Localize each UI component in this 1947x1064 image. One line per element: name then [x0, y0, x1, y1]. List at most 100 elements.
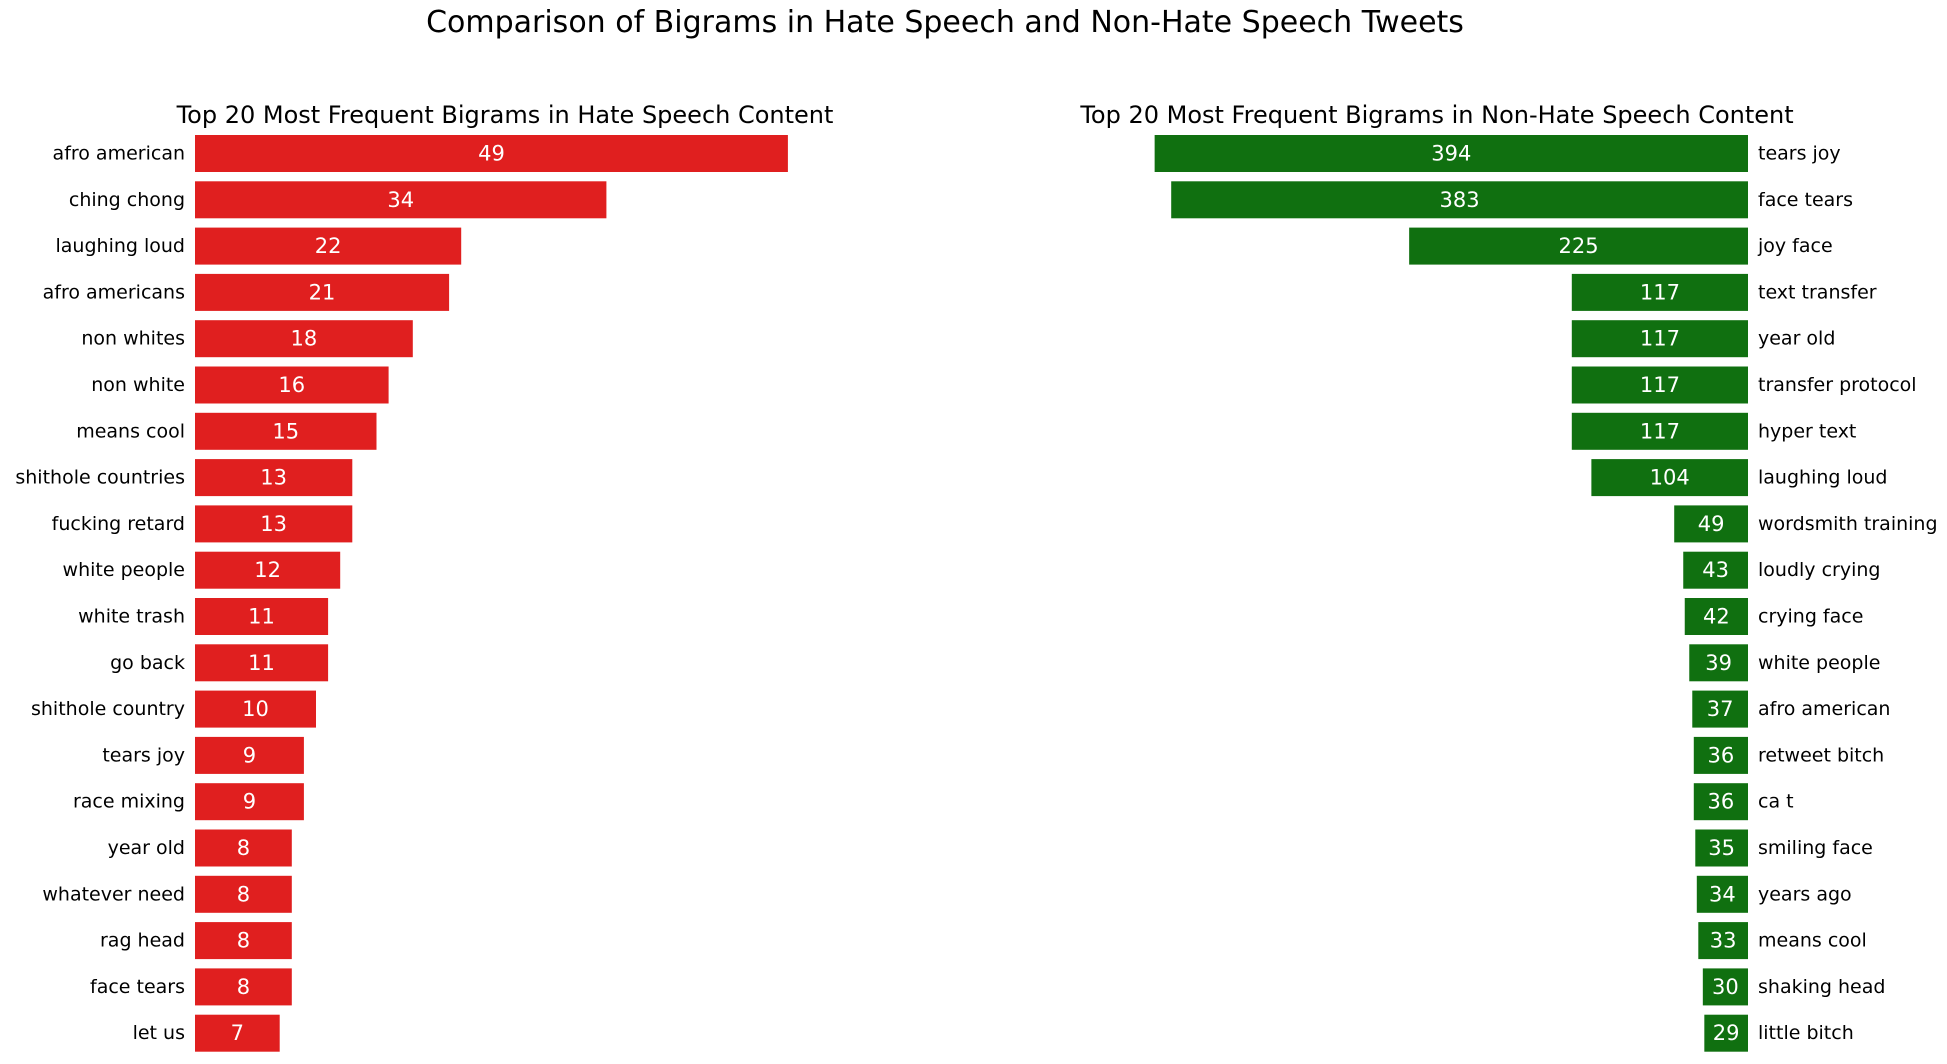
non-hate-tick-label-laughing-loud: laughing loud	[1758, 467, 1888, 489]
non-hate-tick-label-joy-face: joy face	[1757, 235, 1833, 257]
hate-tick-label-whatever-need: whatever need	[42, 883, 185, 905]
non-hate-value-label-shaking-head: 30	[1712, 975, 1739, 999]
non-hate-value-label-white-people: 39	[1705, 651, 1732, 675]
non-hate-bar-smiling-face	[1695, 829, 1748, 867]
hate-tick-label-means-cool: means cool	[76, 420, 185, 442]
non-hate-bar-retweet-bitch	[1693, 736, 1748, 774]
non-hate-tick-label-smiling-face: smiling face	[1758, 837, 1873, 859]
hate-value-label-shithole-countries: 13	[260, 466, 287, 490]
non-hate-bar-face-tears	[1171, 181, 1748, 219]
non-hate-bar-shaking-head	[1702, 968, 1748, 1006]
non-hate-value-label-text-transfer: 117	[1640, 280, 1680, 304]
hate-bar-face-tears	[195, 968, 292, 1006]
non-hate-tick-label-text-transfer: text transfer	[1758, 281, 1877, 303]
hate-value-label-face-tears: 8	[237, 975, 250, 999]
hate-tick-label-go-back: go back	[110, 652, 185, 674]
non-hate-bar-loudly-crying	[1683, 551, 1748, 589]
non-hate-tick-label-face-tears: face tears	[1758, 189, 1853, 211]
non-hate-bar-years-ago	[1696, 875, 1748, 913]
non-hate-bar-wordsmith-training	[1674, 505, 1748, 543]
hate-bar-shithole-countries	[195, 459, 353, 497]
hate-bar-non-white	[195, 366, 389, 404]
non-hate-value-label-crying-face: 42	[1703, 605, 1730, 629]
non-hate-bar-afro-american	[1692, 690, 1748, 728]
hate-value-label-afro-american: 49	[478, 142, 505, 166]
hate-value-label-non-white: 16	[278, 373, 305, 397]
non-hate-tick-label-little-bitch: little bitch	[1758, 1022, 1854, 1044]
hate-bar-let-us	[195, 1014, 280, 1052]
hate-tick-label-laughing-loud: laughing loud	[56, 235, 186, 257]
non-hate-value-label-tears-joy: 394	[1431, 142, 1471, 166]
hate-value-label-ching-chong: 34	[387, 188, 414, 212]
non-hate-tick-label-white-people: white people	[1758, 652, 1880, 674]
non-hate-tick-label-loudly-crying: loudly crying	[1758, 559, 1880, 581]
hate-bar-afro-american	[195, 135, 788, 172]
non-hate-bar-means-cool	[1698, 922, 1748, 960]
non-hate-value-label-smiling-face: 35	[1708, 836, 1735, 860]
hate-tick-label-fucking-retard: fucking retard	[52, 513, 185, 535]
non-hate-value-label-loudly-crying: 43	[1702, 558, 1729, 582]
non-hate-bar-little-bitch	[1704, 1014, 1748, 1052]
non-hate-tick-label-ca-t: ca t	[1758, 791, 1794, 813]
hate-bar-whatever-need	[195, 875, 292, 913]
hate-bar-white-people	[195, 551, 341, 589]
hate-value-label-race-mixing: 9	[243, 790, 256, 814]
hate-value-label-whatever-need: 8	[237, 882, 250, 906]
hate-tick-label-rag-head: rag head	[100, 930, 185, 952]
hate-tick-label-let-us: let us	[133, 1022, 185, 1044]
hate-tick-label-non-whites: non whites	[81, 328, 185, 350]
non-hate-tick-label-transfer-protocol: transfer protocol	[1758, 374, 1917, 396]
hate-bar-year-old	[195, 829, 292, 867]
hate-bar-go-back	[195, 644, 329, 682]
non-hate-value-label-joy-face: 225	[1559, 234, 1599, 258]
hate-bar-tears-joy	[195, 736, 304, 774]
hate-value-label-rag-head: 8	[237, 929, 250, 953]
hate-value-label-afro-americans: 21	[309, 280, 336, 304]
non-hate-value-label-wordsmith-training: 49	[1698, 512, 1725, 536]
hate-tick-label-white-trash: white trash	[78, 606, 185, 628]
non-hate-tick-label-shaking-head: shaking head	[1758, 976, 1885, 998]
non-hate-panel-title: Top 20 Most Frequent Bigrams in Non-Hate…	[1079, 101, 1793, 129]
non-hate-bar-white-people	[1689, 644, 1748, 682]
hate-bar-shithole-country	[195, 690, 316, 728]
hate-value-label-let-us: 7	[231, 1021, 244, 1045]
hate-bar-non-whites	[195, 320, 413, 358]
non-hate-value-label-year-old: 117	[1640, 327, 1680, 351]
non-hate-value-label-afro-american: 37	[1707, 697, 1734, 721]
hate-tick-label-ching-chong: ching chong	[69, 189, 185, 211]
non-hate-tick-label-wordsmith-training: wordsmith training	[1758, 513, 1938, 535]
non-hate-value-label-laughing-loud: 104	[1650, 466, 1690, 490]
non-hate-value-label-retweet-bitch: 36	[1708, 743, 1735, 767]
non-hate-bar-text-transfer	[1571, 273, 1748, 311]
hate-value-label-white-trash: 11	[248, 605, 275, 629]
non-hate-tick-label-means-cool: means cool	[1758, 930, 1867, 952]
hate-tick-label-year-old: year old	[108, 837, 185, 859]
non-hate-tick-label-crying-face: crying face	[1758, 606, 1863, 628]
non-hate-tick-label-tears-joy: tears joy	[1758, 143, 1841, 165]
hate-bar-rag-head	[195, 922, 292, 960]
non-hate-value-label-hyper-text: 117	[1640, 419, 1680, 443]
non-hate-bar-transfer-protocol	[1571, 366, 1748, 404]
hate-tick-label-white-people: white people	[63, 559, 185, 581]
non-hate-speech-panel: Top 20 Most Frequent Bigrams in Non-Hate…	[1079, 101, 1938, 1052]
non-hate-bar-crying-face	[1684, 598, 1748, 635]
hate-value-label-means-cool: 15	[272, 419, 299, 443]
non-hate-value-label-means-cool: 33	[1710, 929, 1737, 953]
hate-value-label-shithole-country: 10	[242, 697, 269, 721]
non-hate-bar-year-old	[1571, 320, 1748, 358]
non-hate-value-label-face-tears: 383	[1440, 188, 1480, 212]
non-hate-value-label-ca-t: 36	[1708, 790, 1735, 814]
hate-tick-label-tears-joy: tears joy	[102, 744, 185, 766]
non-hate-value-label-little-bitch: 29	[1713, 1021, 1740, 1045]
hate-speech-panel: Top 20 Most Frequent Bigrams in Hate Spe…	[15, 101, 833, 1052]
hate-bar-white-trash	[195, 598, 329, 635]
non-hate-value-label-transfer-protocol: 117	[1640, 373, 1680, 397]
non-hate-bar-joy-face	[1409, 227, 1748, 265]
non-hate-tick-label-retweet-bitch: retweet bitch	[1758, 744, 1884, 766]
hate-tick-label-afro-american: afro american	[53, 143, 185, 165]
hate-panel-title: Top 20 Most Frequent Bigrams in Hate Spe…	[176, 101, 834, 129]
hate-value-label-white-people: 12	[254, 558, 281, 582]
hate-tick-label-shithole-country: shithole country	[31, 698, 185, 720]
non-hate-bar-tears-joy	[1154, 135, 1748, 172]
